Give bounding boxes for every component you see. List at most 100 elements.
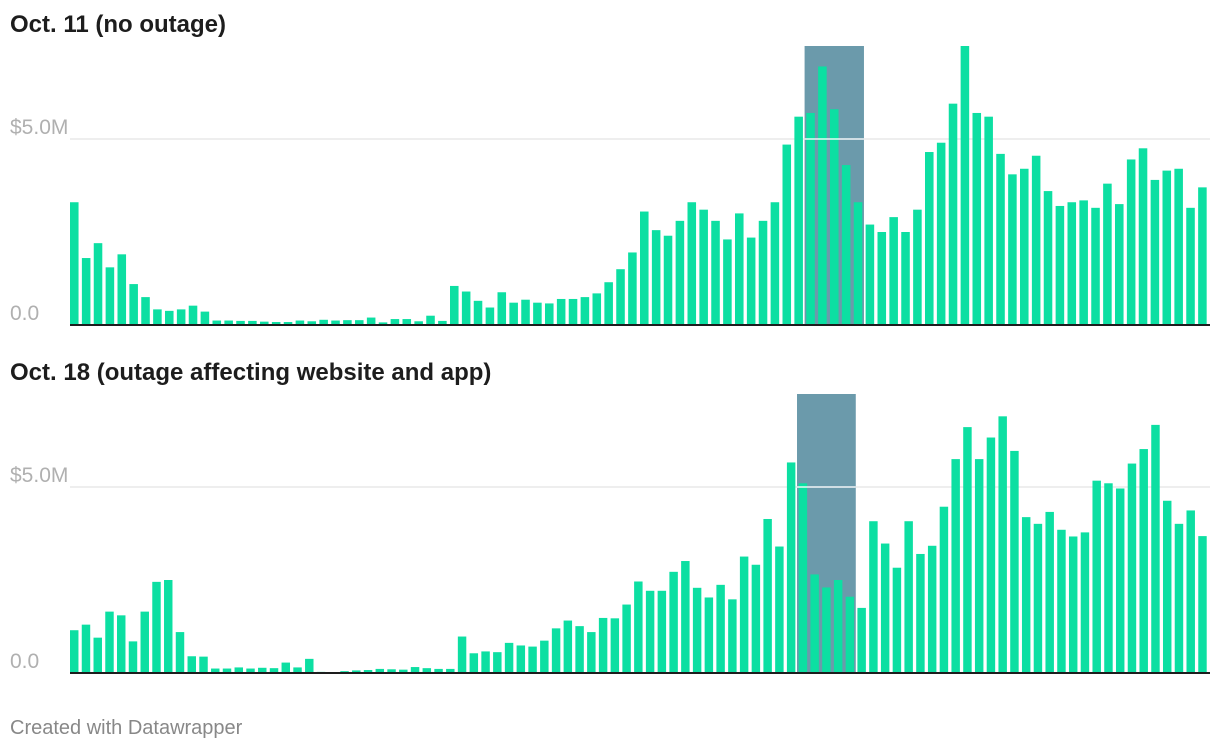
bar [681, 561, 690, 673]
bar [563, 620, 573, 673]
bar [806, 112, 815, 326]
bar [998, 416, 1007, 673]
bar [481, 651, 490, 673]
bar [540, 640, 549, 673]
bar [188, 305, 198, 325]
bar [281, 662, 291, 673]
bar [70, 630, 79, 673]
bar [355, 320, 364, 325]
bar [81, 624, 91, 673]
bar [258, 667, 267, 673]
bar [222, 668, 232, 673]
bar [211, 668, 220, 673]
bar [798, 483, 808, 673]
bar [675, 220, 685, 325]
bar [93, 243, 103, 325]
bar [616, 269, 625, 325]
bar [199, 656, 208, 673]
bar [1068, 536, 1078, 673]
bar [580, 297, 590, 325]
bar [105, 267, 115, 325]
bar [390, 319, 400, 325]
bar [187, 656, 196, 673]
chart-title-oct-11: Oct. 11 (no outage) [10, 11, 227, 38]
bar [1092, 480, 1101, 673]
bar [936, 142, 946, 325]
bar [1055, 205, 1065, 325]
bar [1115, 488, 1125, 673]
bar [533, 302, 542, 325]
bar [763, 518, 772, 673]
bar [1126, 159, 1136, 325]
bar [758, 220, 768, 325]
bar [1127, 463, 1137, 673]
bar [1091, 207, 1100, 325]
bar [140, 611, 149, 673]
chart-title-oct-18: Oct. 18 (outage affecting website and ap… [10, 359, 492, 386]
bar [450, 285, 459, 325]
bar [984, 116, 993, 326]
bar [575, 626, 584, 673]
bar [343, 320, 352, 325]
bar [426, 315, 435, 325]
bar [645, 590, 655, 673]
bar [833, 580, 843, 673]
bar [739, 556, 749, 673]
bar [410, 667, 420, 673]
bar [485, 307, 495, 325]
bar [974, 459, 984, 673]
bar [857, 607, 866, 673]
bar [735, 213, 744, 325]
bar [782, 144, 792, 325]
bar [723, 239, 732, 325]
bar [128, 641, 138, 673]
bar [716, 584, 725, 673]
bar [1043, 191, 1053, 325]
bar [880, 543, 890, 673]
bar [331, 320, 340, 325]
bar [387, 669, 396, 673]
bar [1080, 532, 1090, 673]
bar [986, 437, 996, 673]
bar [117, 615, 126, 673]
bar [165, 310, 174, 325]
bar [293, 667, 302, 673]
bar [913, 209, 922, 325]
bar [663, 235, 673, 325]
bar [830, 109, 839, 326]
bar [175, 632, 185, 673]
bar [1186, 207, 1195, 325]
bar [822, 587, 831, 673]
bar [493, 652, 502, 673]
bar [972, 112, 982, 326]
bar [622, 604, 631, 673]
bar [1115, 204, 1124, 325]
bar [461, 291, 471, 325]
bar [248, 320, 257, 325]
bar [1186, 510, 1195, 673]
bar [939, 506, 949, 673]
bar [434, 668, 443, 673]
bar [751, 564, 761, 673]
bar [1198, 187, 1207, 325]
bar [129, 284, 138, 325]
bar [521, 299, 530, 325]
bar [1138, 148, 1148, 325]
bar [604, 282, 613, 325]
bar [996, 153, 1005, 325]
bar [516, 645, 526, 673]
bar [786, 462, 796, 673]
bar [236, 320, 245, 325]
bar [319, 319, 328, 325]
bar [438, 320, 447, 325]
bar [794, 116, 803, 326]
bar [246, 668, 255, 673]
bar [592, 293, 602, 325]
bar [295, 320, 305, 325]
bar [640, 211, 649, 325]
bar [528, 646, 537, 673]
bar [841, 165, 851, 325]
bar [628, 252, 637, 325]
bar [1174, 168, 1183, 325]
bar [948, 103, 958, 325]
